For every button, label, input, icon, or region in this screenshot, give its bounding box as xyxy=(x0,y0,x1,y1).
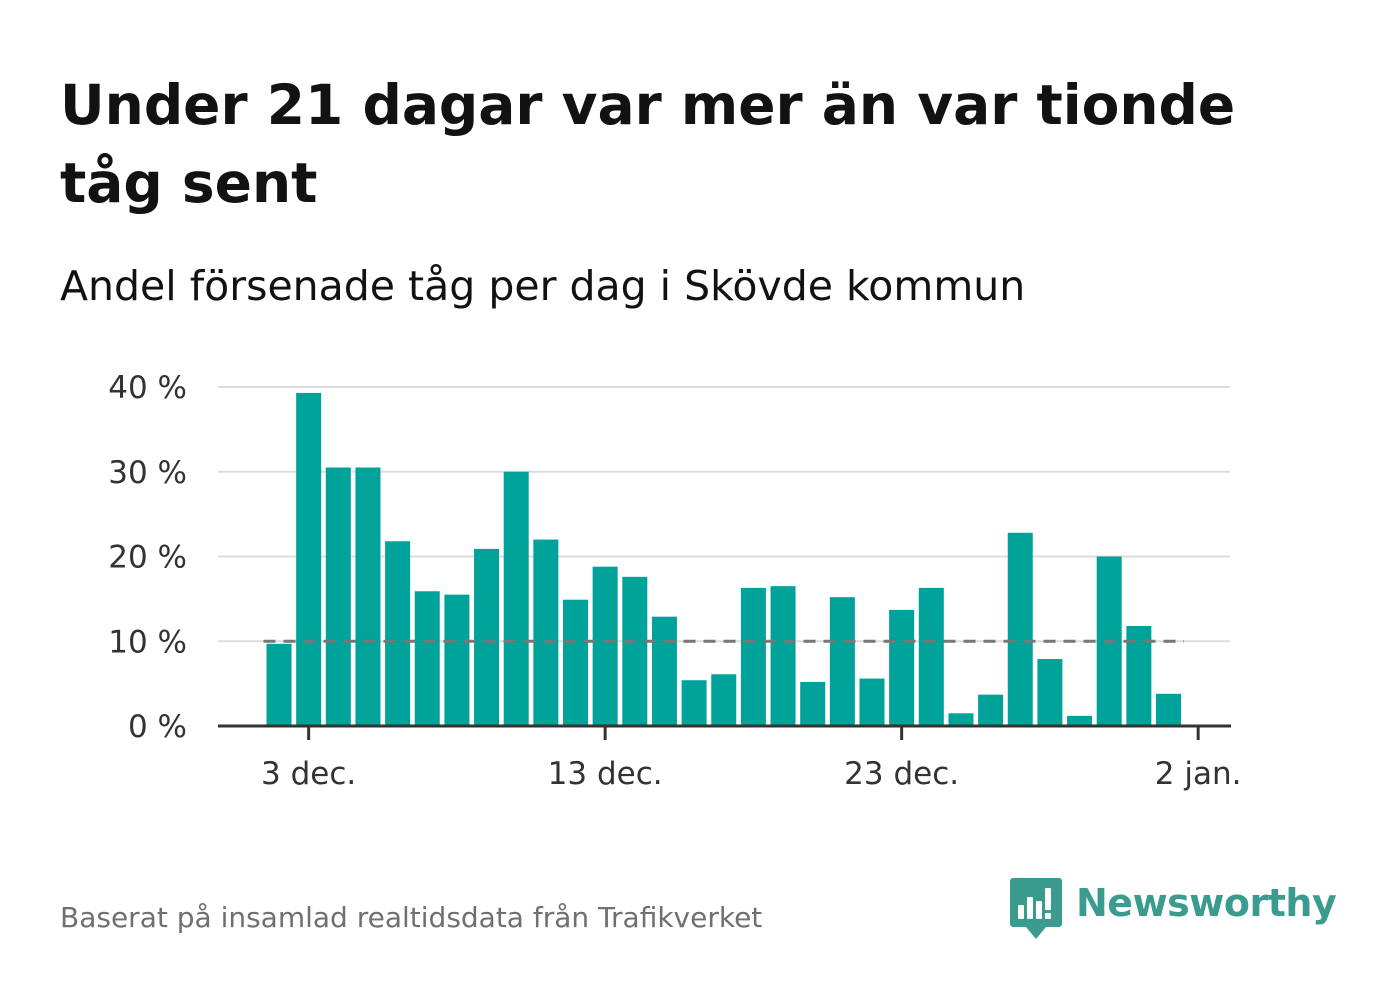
x-axis xyxy=(218,724,1231,740)
y-tick-label: 10 % xyxy=(108,624,187,660)
y-tick-label: 40 % xyxy=(108,370,187,406)
bar xyxy=(474,548,500,726)
bar xyxy=(414,591,440,726)
bar xyxy=(385,541,411,726)
x-axis-labels: 3 dec. 13 dec. 23 dec. 2 jan. xyxy=(261,756,1241,792)
y-tick-label: 0 % xyxy=(128,709,187,745)
bar xyxy=(296,392,322,726)
source-note: Baserat på insamlad realtidsdata från Tr… xyxy=(60,901,763,934)
chart-subtitle: Andel försenade tåg per dag i Skövde kom… xyxy=(60,262,1026,310)
bar xyxy=(325,467,351,726)
bar xyxy=(859,678,885,726)
bar xyxy=(681,680,707,726)
bar xyxy=(592,566,618,726)
y-tick-label: 20 % xyxy=(108,540,187,576)
x-tick-label: 13 dec. xyxy=(548,756,663,792)
brand: Newsworthy xyxy=(1010,878,1337,942)
bar xyxy=(533,539,559,726)
bar xyxy=(622,576,648,726)
x-tick-label: 2 jan. xyxy=(1155,756,1242,792)
bar xyxy=(711,674,737,726)
bar xyxy=(978,694,1004,726)
newsworthy-logo-icon xyxy=(1010,878,1062,939)
x-tick-label: 3 dec. xyxy=(261,756,356,792)
bar xyxy=(1007,532,1033,726)
bar xyxy=(1156,693,1181,726)
y-tick-label: 30 % xyxy=(108,455,187,491)
bar xyxy=(355,467,381,726)
bar xyxy=(740,587,766,726)
bar-series xyxy=(266,392,1181,726)
bar xyxy=(563,599,588,726)
bar xyxy=(770,586,796,726)
bar xyxy=(948,713,974,726)
bar xyxy=(651,616,677,726)
bar xyxy=(444,594,470,726)
bar xyxy=(266,643,292,726)
bar xyxy=(1067,715,1093,726)
bar xyxy=(918,587,944,726)
bar xyxy=(1037,659,1063,726)
brand-name: Newsworthy xyxy=(1076,881,1337,925)
y-axis-labels: 0 % 10 % 20 % 30 % 40 % xyxy=(108,370,187,745)
bar xyxy=(889,609,915,726)
bar xyxy=(829,597,855,726)
x-tick-label: 23 dec. xyxy=(844,756,959,792)
chart-title: Under 21 dagar var mer än var tionde tåg… xyxy=(60,73,1236,215)
bar xyxy=(800,681,826,726)
bar xyxy=(503,471,529,726)
